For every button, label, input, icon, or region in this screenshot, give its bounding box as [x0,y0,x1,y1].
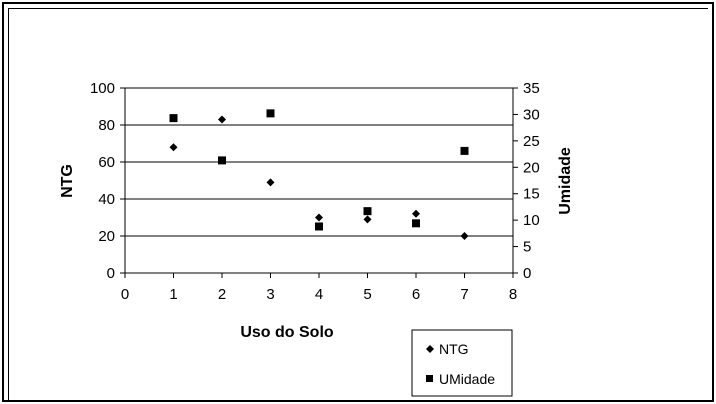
x-tick-label: 7 [460,286,468,303]
umidade-point [363,207,372,216]
x-tick-label: 2 [218,286,226,303]
y2-tick-label: 25 [523,133,540,150]
umidade-point [218,156,226,165]
x-tick-label: 6 [412,286,420,303]
y2-tick-label: 20 [523,159,540,176]
y-tick-label: 0 [107,265,115,282]
axes [120,87,518,278]
x-tick-label: 5 [363,286,371,303]
y2-axis-title: Umidade [557,147,574,215]
ntg-point [266,178,275,187]
x-tick-label: 8 [509,286,517,303]
umidade-point [460,146,469,155]
x-axis-title: Uso do Solo [240,324,334,341]
gridlines [125,87,513,237]
y2-tick-label: 10 [523,212,540,229]
ntg-point [363,215,372,224]
legend-label-umidade: UMidade [439,371,495,387]
ntg-point [460,232,469,240]
y-tick-label: 40 [98,191,115,208]
legend-marker-umidade [426,375,433,382]
y2-tick-label: 30 [523,106,540,123]
y2-tick-label: 15 [523,186,540,203]
y2-tick-label: 0 [523,265,531,282]
umidade-point [412,219,420,228]
umidade-point [315,222,323,231]
ntg-point [315,213,323,222]
legend-box [411,329,513,397]
y-axis-title: NTG [59,164,76,198]
y2-tick-label: 5 [523,239,531,256]
y2-tick-label: 35 [523,80,540,97]
y-tick-label: 100 [90,80,115,97]
x-tick-label: 1 [169,286,177,303]
legend-marker-ntg [426,345,434,353]
umidade-point [169,114,178,123]
y-tick-label: 60 [98,154,115,171]
x-tick-label: 3 [266,286,274,303]
x-tick-label: 0 [121,286,129,303]
legend: NTG UMidade [411,329,513,397]
y-tick-label: 20 [98,228,115,245]
data-markers [169,109,469,240]
ntg-point [412,209,420,218]
legend-label-ntg: NTG [439,341,469,357]
chart-inner-frame [8,8,708,400]
umidade-point [266,109,275,118]
ntg-point [218,115,226,124]
y-tick-label: 80 [98,117,115,134]
ntg-point [169,143,178,152]
x-tick-label: 4 [315,286,323,303]
